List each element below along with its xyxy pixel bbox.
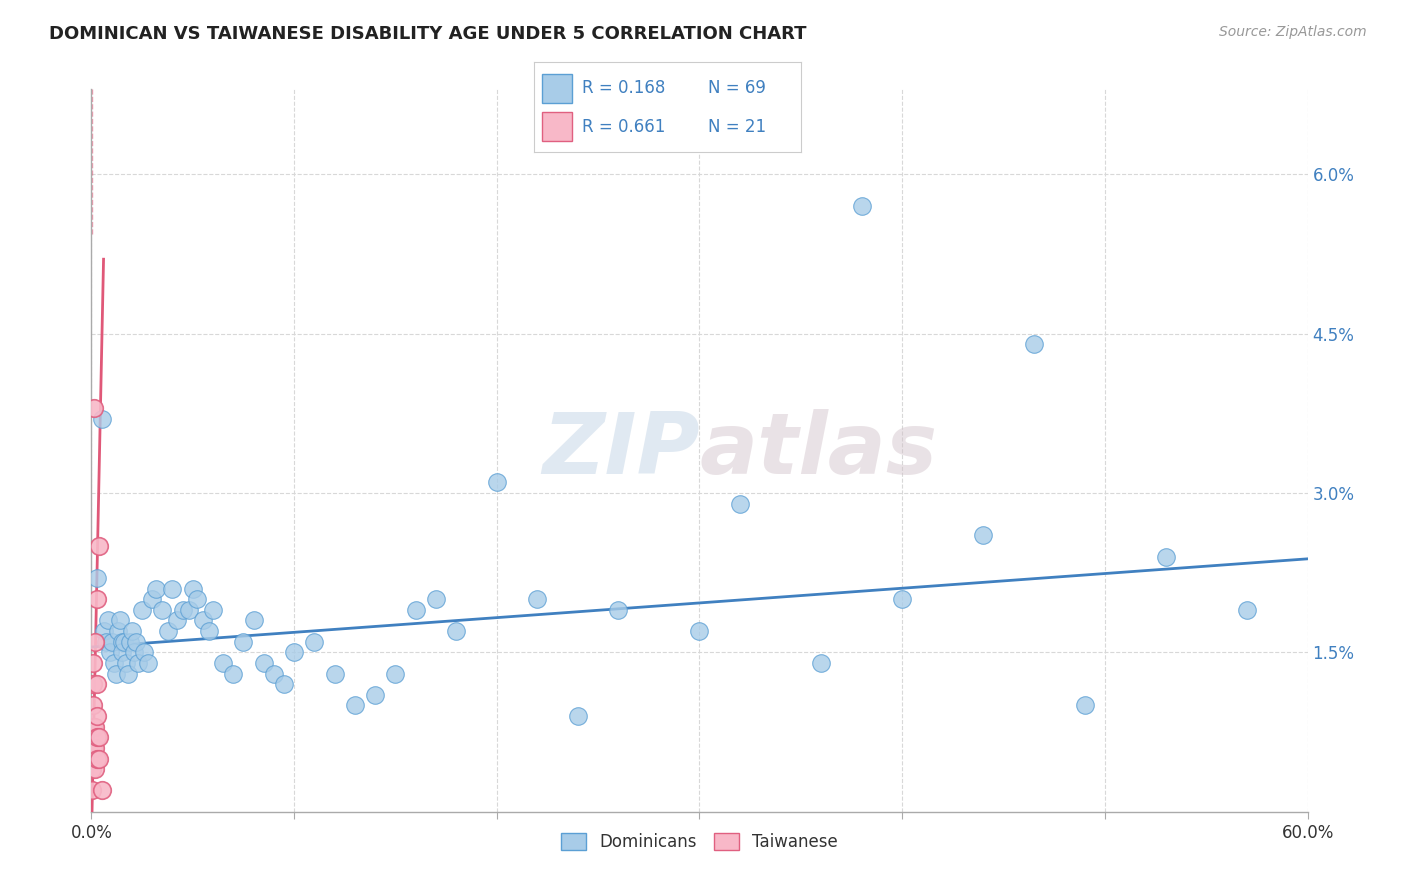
- Point: [86, 709, 108, 723]
- Text: ZIP: ZIP: [541, 409, 699, 492]
- Point: [97, 614, 120, 628]
- Point: [444, 624, 467, 639]
- Point: [82, 677, 104, 691]
- Point: [323, 666, 346, 681]
- Point: [186, 592, 208, 607]
- Point: [212, 656, 235, 670]
- Point: [198, 624, 221, 639]
- Bar: [543, 112, 572, 141]
- Point: [131, 603, 153, 617]
- Point: [104, 666, 127, 681]
- Point: [122, 645, 145, 659]
- Point: [90, 783, 112, 797]
- Point: [567, 709, 589, 723]
- Point: [688, 624, 710, 639]
- Point: [172, 603, 194, 617]
- Text: DOMINICAN VS TAIWANESE DISABILITY AGE UNDER 5 CORRELATION CHART: DOMINICAN VS TAIWANESE DISABILITY AGE UN…: [49, 25, 807, 43]
- Point: [384, 666, 406, 681]
- Point: [728, 497, 751, 511]
- Point: [1073, 698, 1095, 713]
- Point: [202, 603, 225, 617]
- Point: [82, 762, 104, 776]
- Point: [118, 634, 141, 648]
- Point: [157, 624, 180, 639]
- Point: [86, 677, 108, 691]
- Point: [141, 592, 163, 607]
- Point: [111, 645, 134, 659]
- Point: [253, 656, 276, 670]
- Point: [83, 401, 105, 415]
- Point: [82, 698, 104, 713]
- Point: [89, 751, 111, 765]
- Point: [177, 603, 200, 617]
- Point: [242, 614, 264, 628]
- Point: [84, 762, 107, 776]
- Point: [84, 720, 107, 734]
- Point: [108, 614, 131, 628]
- Text: atlas: atlas: [699, 409, 938, 492]
- Point: [127, 656, 149, 670]
- Text: Source: ZipAtlas.com: Source: ZipAtlas.com: [1219, 25, 1367, 39]
- Point: [84, 741, 107, 756]
- Point: [121, 624, 143, 639]
- Point: [232, 634, 254, 648]
- Point: [84, 634, 107, 648]
- Point: [150, 603, 173, 617]
- Point: [343, 698, 366, 713]
- Text: R = 0.168: R = 0.168: [582, 79, 665, 97]
- Point: [82, 720, 104, 734]
- Point: [80, 783, 103, 797]
- Point: [526, 592, 548, 607]
- Point: [364, 688, 387, 702]
- Point: [103, 656, 125, 670]
- Text: R = 0.661: R = 0.661: [582, 118, 665, 136]
- Text: N = 69: N = 69: [709, 79, 766, 97]
- Point: [222, 666, 245, 681]
- Point: [304, 634, 326, 648]
- Point: [86, 731, 108, 745]
- Point: [100, 634, 122, 648]
- Point: [90, 411, 112, 425]
- Point: [112, 634, 135, 648]
- Point: [115, 656, 138, 670]
- Point: [82, 656, 104, 670]
- Point: [145, 582, 167, 596]
- Point: [132, 645, 155, 659]
- Point: [89, 539, 111, 553]
- Point: [94, 634, 117, 648]
- Point: [1154, 549, 1177, 564]
- Point: [891, 592, 914, 607]
- Point: [98, 645, 121, 659]
- Point: [136, 656, 159, 670]
- Bar: [543, 74, 572, 103]
- Point: [607, 603, 630, 617]
- Point: [263, 666, 285, 681]
- Point: [93, 624, 115, 639]
- Point: [283, 645, 305, 659]
- Point: [972, 528, 994, 542]
- Point: [86, 592, 108, 607]
- Point: [181, 582, 204, 596]
- Point: [1022, 337, 1045, 351]
- Point: [111, 634, 134, 648]
- Point: [117, 666, 139, 681]
- Point: [89, 731, 111, 745]
- Text: N = 21: N = 21: [709, 118, 766, 136]
- Point: [851, 199, 873, 213]
- Point: [86, 571, 108, 585]
- Point: [166, 614, 188, 628]
- Point: [125, 634, 148, 648]
- Legend: Dominicans, Taiwanese: Dominicans, Taiwanese: [554, 826, 845, 857]
- Point: [273, 677, 295, 691]
- Point: [1236, 603, 1258, 617]
- Point: [86, 751, 108, 765]
- Point: [405, 603, 427, 617]
- Point: [162, 582, 184, 596]
- Point: [810, 656, 832, 670]
- Point: [425, 592, 447, 607]
- Point: [107, 624, 129, 639]
- Point: [191, 614, 214, 628]
- Point: [82, 741, 104, 756]
- Point: [485, 475, 508, 490]
